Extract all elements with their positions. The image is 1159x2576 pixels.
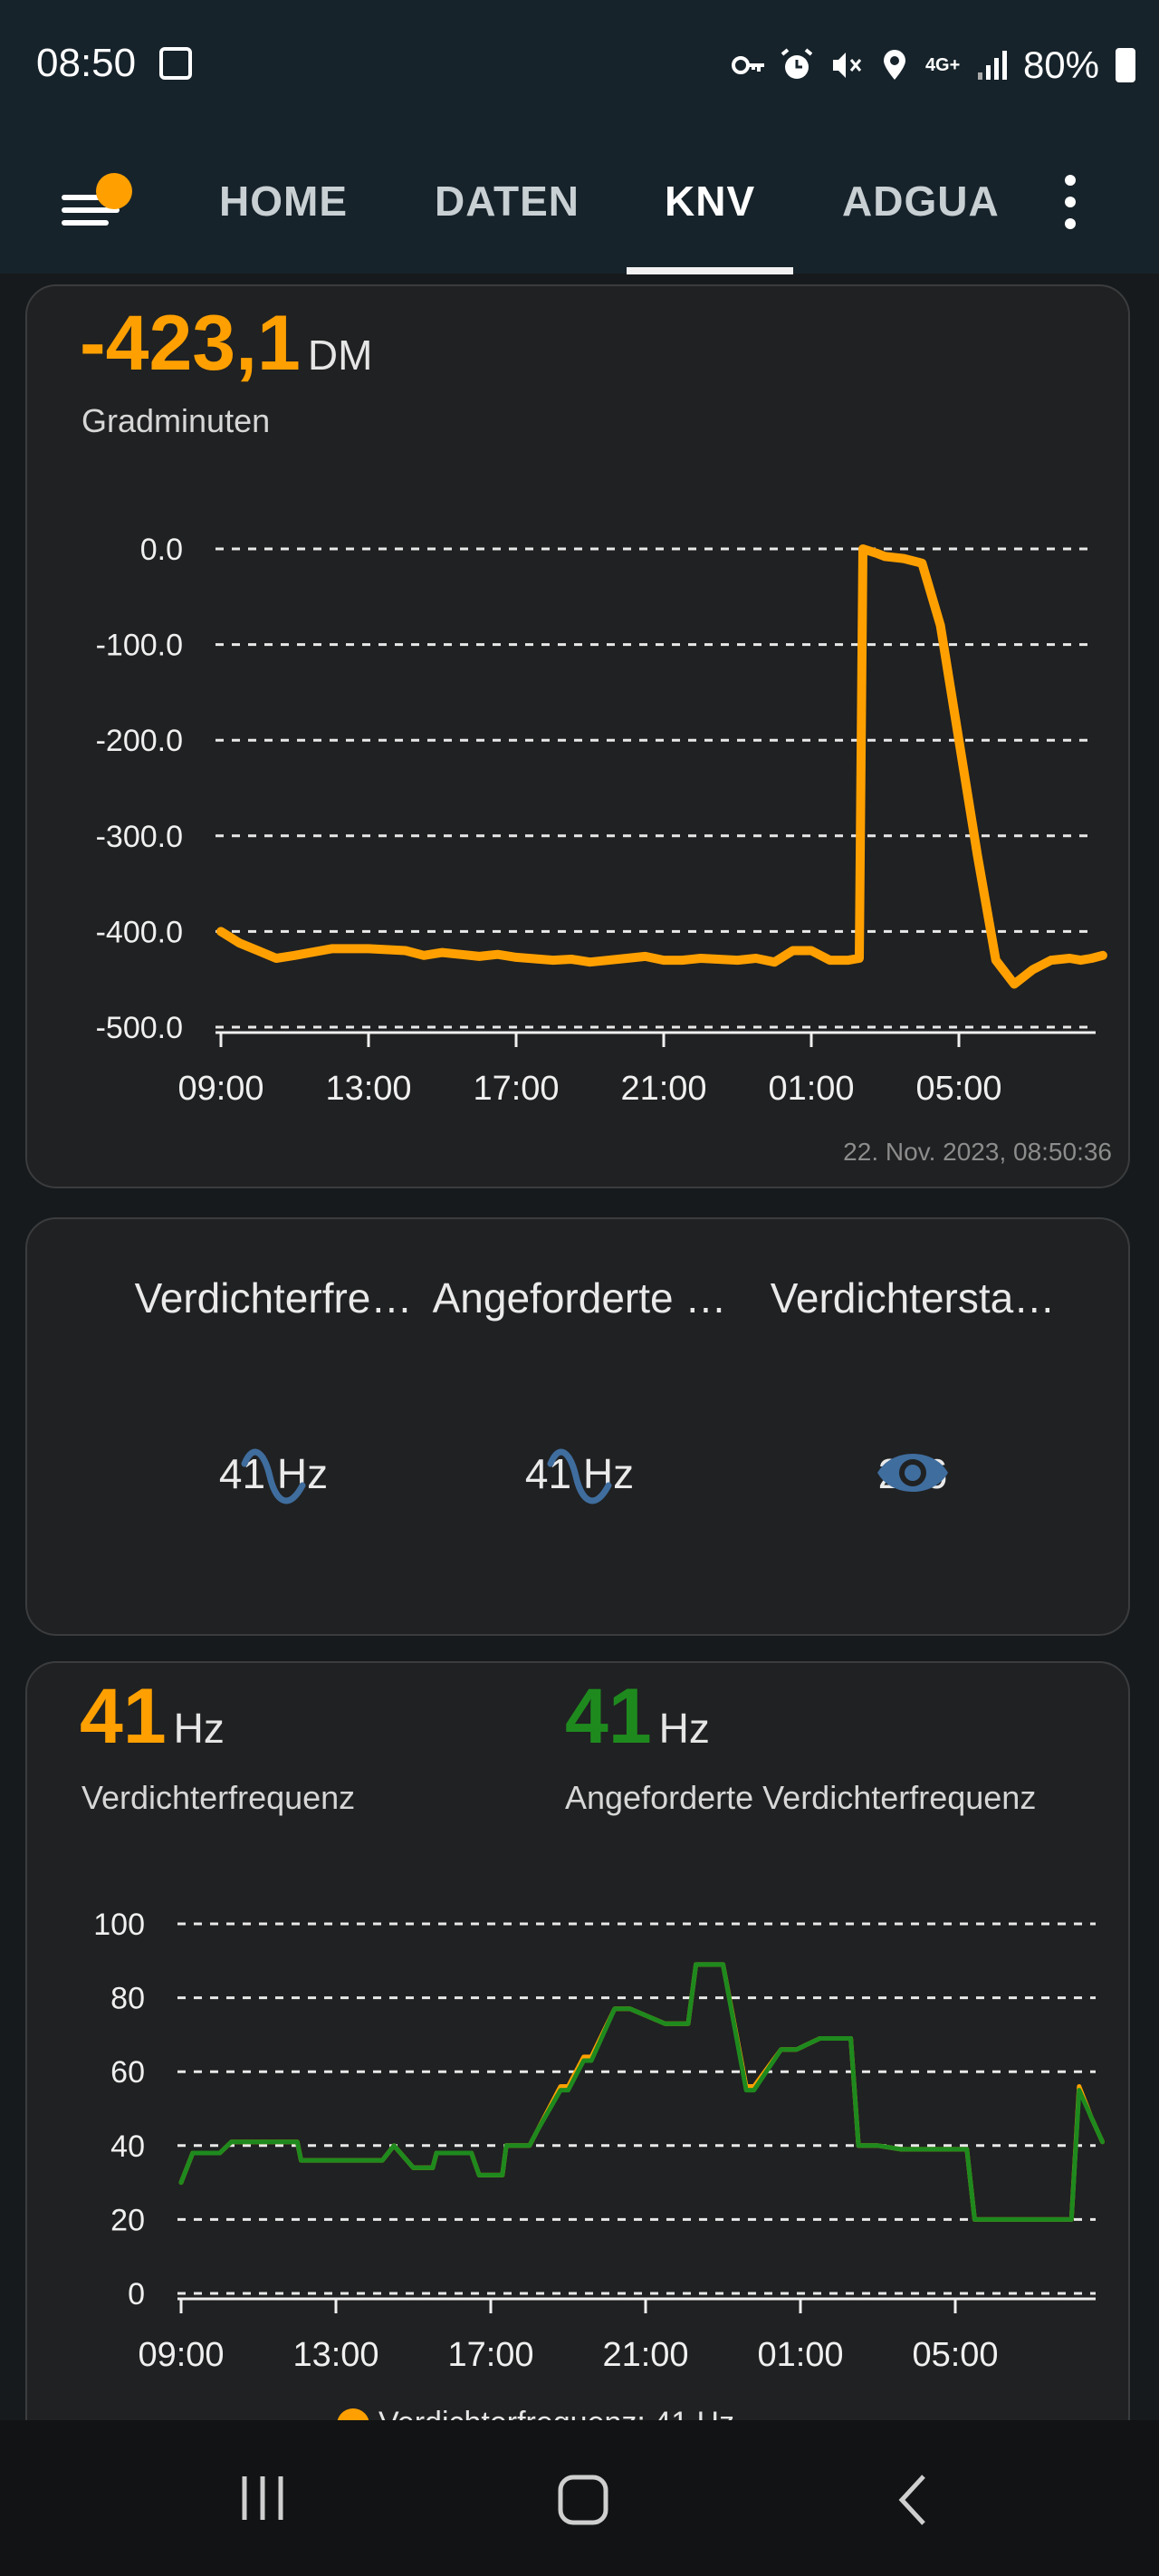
back-button[interactable] — [891, 2473, 936, 2527]
active-tab-indicator — [627, 267, 793, 274]
location-icon — [883, 50, 905, 80]
y-tick-label: -300.0 — [96, 820, 183, 854]
stats-card: Verdichterfre… 41 Hz Angeforderte … 41 H… — [25, 1217, 1130, 1636]
series-line-0 — [216, 544, 1107, 989]
frequency-label: Verdichterfrequenz — [81, 1779, 356, 1816]
x-tick-label: 17:00 — [473, 1070, 559, 1108]
requested-frequency-value-row: 41 Hz — [565, 1672, 710, 1762]
notification-dot — [96, 173, 132, 209]
tab-bar: HOME DATEN KNV ADGUA — [0, 131, 1159, 274]
status-bar: 08:50 4G+ 80% — [0, 0, 1159, 131]
tab-daten[interactable]: DATEN — [435, 178, 580, 225]
requested-frequency-label: Angeforderte Verdichterfrequenz — [565, 1779, 1037, 1816]
more-options-icon-dot — [1065, 218, 1076, 229]
y-tick-label: 80 — [110, 1982, 145, 2016]
y-tick-label: -500.0 — [96, 1011, 183, 1045]
eye-icon — [877, 1454, 948, 1492]
x-tick-label: 01:00 — [757, 2336, 843, 2374]
app-header: 08:50 4G+ 80% HOME DATEN KNV ADGUA — [0, 0, 1159, 274]
frequency-card[interactable]: 41 Hz Verdichterfrequenz 41 Hz Angefordert… — [25, 1661, 1130, 2531]
y-tick-label: 100 — [93, 1908, 145, 1942]
y-tick-label: -100.0 — [96, 629, 183, 663]
x-tick-label: 21:00 — [602, 2336, 688, 2374]
x-tick-label: 05:00 — [912, 2336, 998, 2374]
stat-requested-frequency[interactable]: Angeforderte … 41 Hz — [407, 1274, 752, 1504]
tab-knv[interactable]: KNV — [665, 178, 756, 225]
gradminuten-value: -423,1 — [80, 300, 301, 387]
network-label: 4G+ — [924, 55, 961, 75]
x-tick-label: 05:00 — [915, 1070, 1001, 1108]
menu-icon-line — [62, 220, 109, 226]
status-time: 08:50 — [36, 41, 137, 85]
y-tick-label: 60 — [110, 2055, 145, 2090]
signal-icon — [977, 51, 1007, 80]
more-options-icon-dot — [1065, 197, 1076, 207]
system-nav-bar — [0, 2420, 1159, 2576]
requested-frequency-unit: Hz — [658, 1705, 710, 1752]
more-options-icon — [1065, 175, 1076, 186]
x-tick-label: 09:00 — [177, 1070, 263, 1108]
frequency-value-row: 41 Hz — [80, 1672, 225, 1762]
more-options-button[interactable] — [1061, 159, 1079, 245]
y-tick-label: 20 — [110, 2203, 145, 2237]
stat-label: Verdichterfre… — [134, 1274, 413, 1322]
wave-icon — [547, 1448, 612, 1504]
battery-percent: 80% — [1022, 43, 1099, 86]
gradminuten-unit: DM — [307, 332, 373, 379]
battery-icon — [1116, 48, 1135, 82]
y-tick-label: 40 — [110, 2129, 145, 2164]
tab-adgua[interactable]: ADGUA — [842, 178, 1000, 225]
x-tick-label: 21:00 — [620, 1070, 706, 1108]
mute-icon — [832, 53, 862, 78]
x-tick-label: 09:00 — [138, 2336, 224, 2374]
menu-button[interactable] — [56, 168, 132, 231]
stat-compressor-starts[interactable]: Verdichtersta… 226 — [741, 1274, 1085, 1498]
frequency-unit: Hz — [173, 1705, 225, 1752]
series-line-1 — [178, 1962, 1105, 2222]
x-tick-label: 01:00 — [768, 1070, 854, 1108]
stat-compressor-frequency[interactable]: Verdichterfre… 41 Hz — [101, 1274, 445, 1504]
recent-apps-button[interactable] — [237, 2473, 288, 2523]
requested-frequency-value: 41 — [565, 1673, 652, 1760]
home-button[interactable] — [556, 2473, 610, 2527]
x-tick-label: 13:00 — [292, 2336, 378, 2374]
frequency-chart: 100 80 60 40 20 0 09:00 13:00 17:00 21:00 01:00 05:… — [93, 1908, 1105, 2374]
status-icons: 4G+ 80% — [730, 40, 1135, 91]
menu-icon-line — [62, 207, 120, 213]
x-tick-label: 17:00 — [447, 2336, 533, 2374]
frequency-value: 41 — [80, 1673, 167, 1760]
gradminuten-card[interactable]: -423,1 DM Gradminuten 0.0 -100.0 -200.0 -300… — [25, 284, 1130, 1188]
alarm-icon — [781, 48, 813, 79]
image-icon — [159, 47, 192, 80]
series-line-0 — [178, 1962, 1105, 2222]
wave-icon — [241, 1448, 306, 1504]
y-tick-label: -400.0 — [96, 915, 183, 949]
y-tick-label: -200.0 — [96, 724, 183, 758]
gradminuten-value-row: -423,1 DM — [80, 299, 372, 389]
gradminuten-label: Gradminuten — [81, 402, 271, 439]
gradminuten-chart: 0.0 -100.0 -200.0 -300.0 -400.0 -500.0 09:00 13… — [96, 533, 1107, 1108]
x-tick-label: 13:00 — [325, 1070, 411, 1108]
y-tick-label: 0.0 — [140, 533, 183, 567]
menu-icon — [62, 195, 120, 200]
last-updated-timestamp: 22. Nov. 2023, 08:50:36 — [843, 1138, 1112, 1166]
y-tick-label: 0 — [128, 2277, 145, 2312]
tab-home[interactable]: HOME — [219, 178, 348, 225]
stat-label: Verdichtersta… — [770, 1274, 1056, 1322]
stat-label: Angeforderte … — [432, 1274, 727, 1322]
key-icon — [731, 56, 764, 74]
